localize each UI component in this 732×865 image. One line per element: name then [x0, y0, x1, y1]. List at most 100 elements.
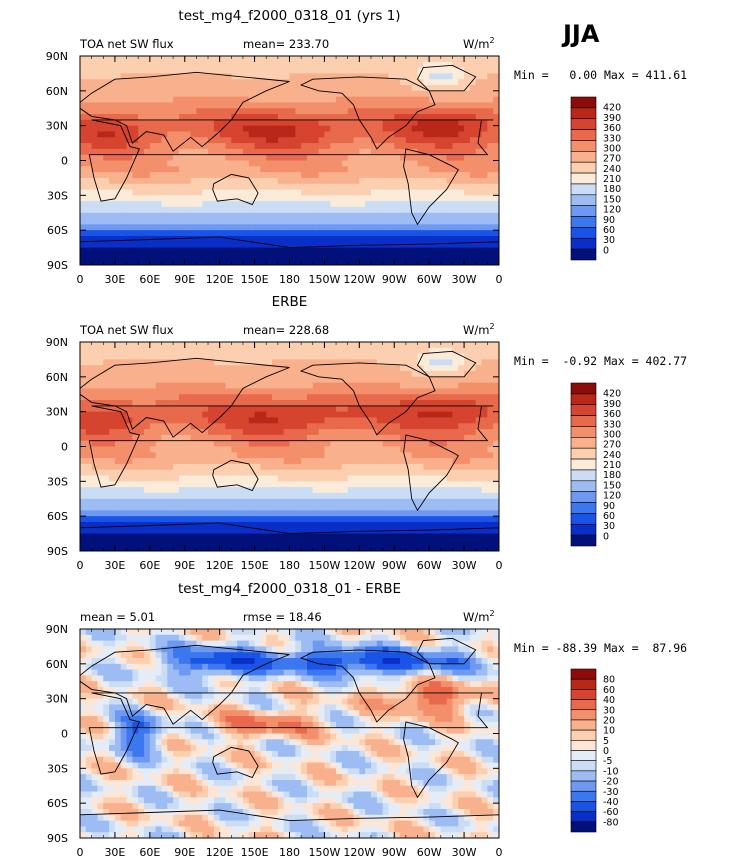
map-cell	[97, 224, 104, 231]
map-cell	[475, 365, 483, 372]
map-cell	[138, 516, 145, 523]
map-cell	[237, 160, 244, 167]
map-cell	[132, 131, 139, 138]
map-cell	[405, 119, 413, 127]
map-cell	[219, 452, 227, 459]
map-cell	[324, 195, 331, 202]
map-cell	[394, 365, 401, 372]
map-cell	[458, 90, 465, 98]
map-cell	[126, 56, 133, 63]
map-cell	[97, 235, 104, 243]
map-cell	[306, 400, 314, 407]
map-cell	[283, 154, 291, 162]
map-cell	[493, 177, 499, 185]
map-cell	[277, 405, 285, 413]
map-cell	[394, 206, 401, 214]
map-cell	[242, 85, 250, 92]
map-cell	[213, 259, 221, 265]
map-cell	[219, 429, 227, 436]
map-cell	[365, 400, 372, 407]
map-cell	[388, 67, 395, 75]
map-cell	[80, 125, 87, 133]
map-cell	[272, 429, 279, 436]
map-cell	[178, 510, 186, 517]
map-cell	[365, 61, 372, 69]
map-cell	[202, 195, 209, 202]
map-cell	[400, 108, 407, 115]
map-cell	[138, 446, 145, 453]
map-cell	[208, 253, 215, 260]
map-cell	[138, 125, 145, 133]
map-cell	[440, 417, 448, 424]
map-cell	[434, 400, 442, 407]
map-cell	[266, 516, 273, 523]
map-cell	[330, 206, 337, 214]
map-cell	[161, 224, 168, 231]
map-cell	[80, 61, 87, 69]
map-cell	[405, 235, 413, 243]
map-cell	[469, 353, 477, 361]
map-cell	[219, 67, 227, 75]
map-cell	[242, 359, 250, 366]
map-cell	[283, 131, 291, 138]
map-cell	[248, 382, 256, 390]
map-cell	[132, 119, 139, 127]
map-cell	[312, 347, 320, 355]
map-cell	[196, 137, 203, 144]
map-cell	[85, 417, 93, 424]
map-cell	[225, 148, 232, 156]
map-cell	[184, 440, 192, 448]
map-cell	[190, 218, 197, 225]
map-cell	[464, 487, 471, 494]
map-cell	[312, 96, 320, 104]
map-cell	[376, 388, 384, 395]
map-cell	[173, 452, 180, 459]
map-cell	[301, 79, 308, 86]
x-tick-label: 90W	[382, 273, 407, 286]
map-cell	[219, 224, 227, 231]
map-cell	[370, 400, 378, 407]
map-cell	[400, 148, 407, 156]
map-cell	[85, 376, 93, 384]
map-cell	[318, 137, 326, 144]
map-cell	[330, 382, 337, 390]
map-cell	[330, 166, 337, 173]
map-cell	[126, 400, 133, 407]
map-cell	[202, 131, 209, 138]
map-cell	[394, 172, 401, 179]
map-cell	[388, 376, 395, 384]
map-cell	[213, 212, 221, 220]
map-cell	[225, 85, 232, 92]
map-cell	[219, 218, 227, 225]
map-cell	[80, 177, 87, 185]
map-cell	[132, 114, 139, 121]
map-cell	[347, 218, 355, 225]
map-cell	[97, 206, 104, 214]
map-cell	[266, 56, 273, 63]
map-cell	[359, 394, 366, 401]
map-cell	[452, 388, 459, 395]
map-cell	[423, 56, 430, 63]
map-cell	[161, 137, 168, 144]
map-cell	[440, 382, 448, 390]
map-cell	[97, 376, 104, 384]
map-cell	[254, 492, 262, 500]
map-cell	[242, 212, 250, 220]
map-cell	[219, 131, 227, 138]
map-cell	[109, 359, 116, 366]
map-cell	[411, 189, 419, 196]
map-cell	[80, 183, 87, 191]
map-cell	[283, 475, 291, 482]
map-cell	[120, 382, 128, 390]
map-cell	[475, 125, 483, 133]
map-cell	[341, 61, 349, 69]
map-cell	[109, 498, 116, 506]
map-cell	[464, 137, 471, 144]
map-cell	[458, 347, 465, 355]
map-cell	[283, 108, 291, 115]
map-cell	[97, 67, 104, 75]
map-cell	[353, 376, 360, 384]
map-cell	[190, 189, 197, 196]
map-cell	[85, 125, 93, 133]
map-cell	[365, 359, 372, 366]
